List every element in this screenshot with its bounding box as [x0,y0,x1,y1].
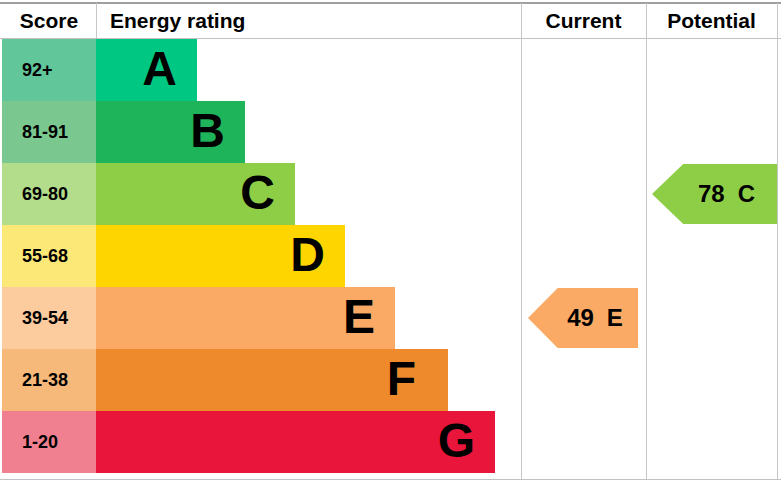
score-range-b: 81-91 [2,101,96,163]
current-score-value: 49 [567,304,594,331]
score-range-f: 21-38 [2,349,96,411]
score-range-e: 39-54 [2,287,96,349]
column-header-current: Current [521,4,646,38]
band-letter-e: E [343,290,375,343]
column-header-potential: Potential [646,4,777,38]
band-letter-f: F [387,352,416,405]
score-column-divider [96,3,97,38]
score-range-d: 55-68 [2,225,96,287]
band-row-e: 39-54 E [0,287,781,349]
band-letter-b: B [190,104,225,157]
band-bar-d: D [96,225,345,287]
band-bar-c: C [96,163,295,225]
band-letter-c: C [240,166,275,219]
band-bar-b: B [96,101,245,163]
score-range-g: 1-20 [2,411,96,473]
column-header-energy-rating: Energy rating [110,4,245,38]
potential-band-letter: C [738,180,755,207]
column-header-score: Score [2,4,96,38]
epc-rating-chart: Score Energy rating Current Potential 92… [0,0,781,487]
band-bar-e: E [96,287,395,349]
band-letter-a: A [142,42,177,95]
band-row-a: 92+ A [0,39,781,101]
band-bar-f: F [96,349,448,411]
band-row-d: 55-68 D [0,225,781,287]
band-letter-d: D [290,228,325,281]
band-letter-g: G [438,414,475,467]
band-row-f: 21-38 F [0,349,781,411]
chart-bottom-border [0,479,781,480]
score-range-a: 92+ [2,39,96,101]
band-row-b: 81-91 B [0,101,781,163]
potential-score-value: 78 [698,180,725,207]
band-bar-g: G [96,411,495,473]
band-bar-a: A [96,39,197,101]
current-band-letter: E [607,304,623,331]
score-range-c: 69-80 [2,163,96,225]
band-row-g: 1-20 G [0,411,781,473]
